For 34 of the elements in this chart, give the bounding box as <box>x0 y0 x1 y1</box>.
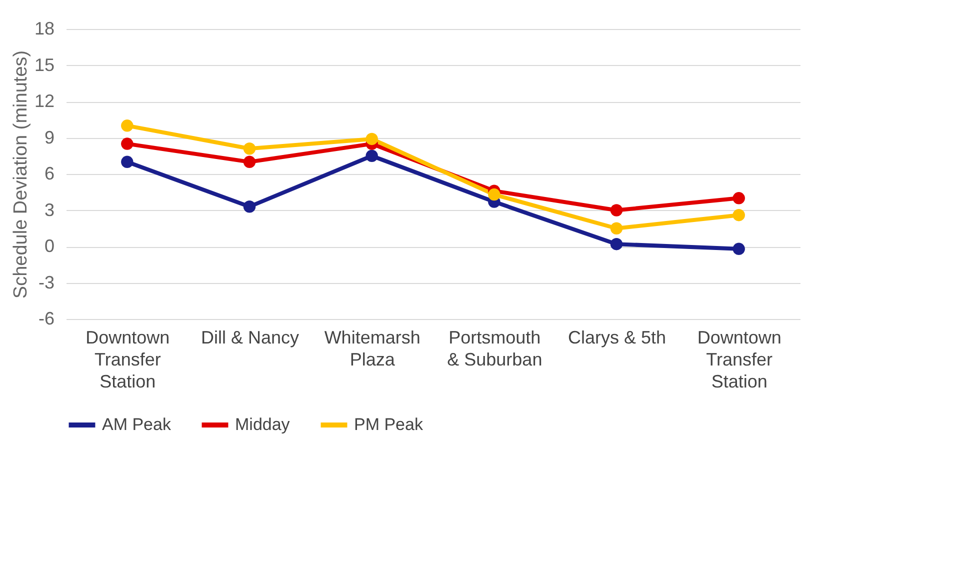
point <box>366 150 378 162</box>
y-tick-label: 9 <box>44 127 54 148</box>
y-axis-title: Schedule Deviation (minutes) <box>10 50 32 299</box>
point <box>121 120 134 132</box>
point <box>610 222 623 234</box>
y-tick-label: 0 <box>44 236 54 256</box>
point <box>121 156 134 168</box>
y-tick-label: 15 <box>34 54 54 75</box>
x-tick-label: Whitemarsh Plaza <box>324 328 420 370</box>
x-tick-label: Downtown Transfer Station <box>86 328 170 392</box>
y-tick-label: 6 <box>44 164 54 184</box>
y-tick-label: 18 <box>34 18 54 38</box>
x-tick-label: Downtown Transfer Station <box>697 328 782 392</box>
point <box>243 156 256 168</box>
point <box>243 142 256 155</box>
point <box>732 208 745 222</box>
x-tick-label: Portsmouth & Suburban <box>447 328 542 370</box>
y-tick-label: 12 <box>34 91 54 111</box>
legend-label: PM Peak <box>354 415 424 434</box>
y-tick-label: 3 <box>44 200 54 220</box>
point <box>243 200 256 213</box>
legend-label: Midday <box>235 415 290 434</box>
point <box>121 138 134 150</box>
y-tick-label: -6 <box>38 308 54 328</box>
point <box>610 204 623 216</box>
x-tick-label: Clarys & 5th <box>568 328 666 348</box>
point <box>366 132 378 146</box>
point <box>732 242 745 256</box>
point <box>732 192 745 204</box>
x-tick-label: Dill & Nancy <box>200 328 300 348</box>
y-tick-label: -3 <box>38 272 54 292</box>
legend-label: AM Peak <box>102 415 172 434</box>
point <box>488 188 500 201</box>
point <box>610 238 623 250</box>
